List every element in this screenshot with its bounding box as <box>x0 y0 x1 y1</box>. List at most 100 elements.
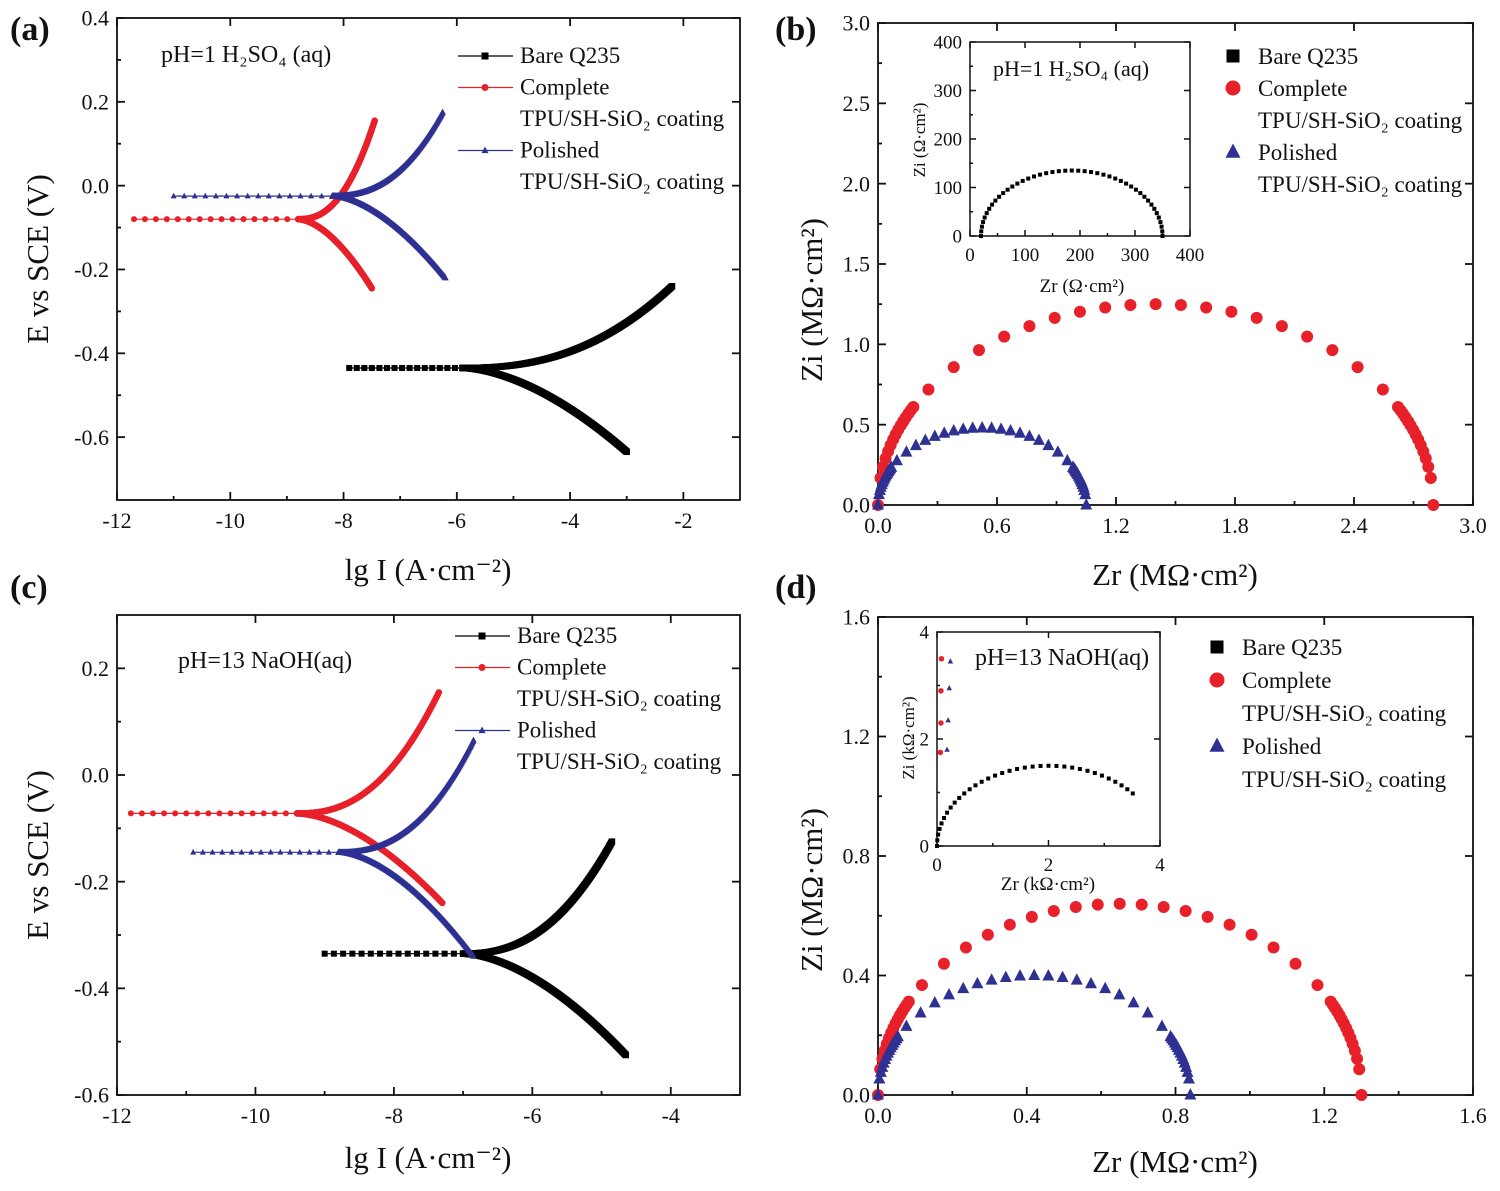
data-point <box>1152 206 1157 211</box>
data-point <box>423 950 430 957</box>
data-point <box>1160 229 1165 234</box>
data-point <box>981 928 994 941</box>
data-point <box>190 848 197 855</box>
data-point <box>1032 174 1037 179</box>
data-point <box>948 805 953 810</box>
inset-series-triangle <box>944 658 954 752</box>
legend-label: Complete <box>1258 76 1347 101</box>
data-point <box>922 383 935 396</box>
data-point <box>900 445 913 457</box>
series-circle <box>872 298 1440 511</box>
data-point <box>287 848 294 855</box>
y-axis-label: Zi (MΩ·cm²) <box>794 808 829 972</box>
y-tick-label: 400 <box>934 33 963 54</box>
data-point <box>1015 181 1020 186</box>
legend-label: Bare Q235 <box>1258 44 1358 69</box>
data-point <box>1127 995 1140 1008</box>
panel-a: -12 -10 -8 -6 -4 -2 -0.6 -0.4 -0.2 0.0 0.2 0.4 lg I … <box>10 6 741 587</box>
data-point <box>1424 471 1437 484</box>
x-tick-label: -12 <box>102 1103 131 1128</box>
data-point <box>962 791 967 796</box>
data-point <box>938 656 945 662</box>
x-tick-label: -8 <box>334 508 352 533</box>
data-point <box>1160 234 1165 238</box>
data-point <box>202 192 209 199</box>
data-point <box>219 848 226 855</box>
data-point <box>1201 910 1214 923</box>
data-point <box>413 950 420 957</box>
series-triangle <box>872 968 1197 1100</box>
data-point <box>358 950 365 957</box>
data-point <box>255 192 262 199</box>
x-tick-label: -10 <box>241 1103 270 1128</box>
series-triangle <box>170 108 449 281</box>
data-point <box>1326 344 1339 357</box>
legend-label: Polished <box>517 718 597 743</box>
data-point <box>1351 361 1364 374</box>
legend-marker <box>478 726 486 734</box>
legend-label: TPU/SH-SiO₂ coating <box>520 169 725 194</box>
data-point <box>1069 900 1082 913</box>
data-point <box>1091 898 1104 911</box>
data-point <box>939 821 944 826</box>
data-point <box>421 364 428 371</box>
data-point <box>1113 176 1118 181</box>
data-point <box>212 192 219 199</box>
data-point <box>1099 773 1104 778</box>
legend-label: TPU/SH-SiO₂ coating <box>517 749 722 774</box>
data-point <box>442 274 449 281</box>
y-tick-label: 3.0 <box>843 11 871 36</box>
data-point <box>966 421 979 433</box>
data-point <box>1032 433 1045 445</box>
data-point <box>1038 172 1043 177</box>
data-point <box>361 364 368 371</box>
data-point <box>1010 184 1015 189</box>
data-point <box>623 448 630 456</box>
legend-marker <box>1209 737 1225 752</box>
legend-label: TPU/SH-SiO₂ coating <box>1242 701 1447 726</box>
data-point <box>325 848 332 855</box>
data-point <box>979 779 984 784</box>
data-point <box>608 838 616 845</box>
data-point <box>194 810 201 817</box>
series-triangle <box>190 736 477 959</box>
data-point <box>1155 1019 1168 1031</box>
legend-marker <box>481 84 489 91</box>
data-point <box>967 787 972 792</box>
data-point <box>1046 763 1051 768</box>
data-point <box>928 995 941 1008</box>
data-point <box>353 364 360 371</box>
data-point <box>436 364 443 371</box>
y-tick-label: -0.2 <box>74 257 109 282</box>
x-tick-label: 100 <box>1011 245 1040 266</box>
series-triangle <box>872 421 1093 510</box>
data-point <box>228 848 235 855</box>
data-point <box>971 976 984 989</box>
data-point <box>386 950 393 957</box>
data-point <box>1119 783 1124 788</box>
data-point <box>1013 969 1026 981</box>
data-point <box>209 848 216 855</box>
panel-d: 0.0 0.4 0.8 1.2 1.6 0.0 0.4 0.8 1.2 1.6 0 2 4 0 2 4 Zr (… <box>775 569 1487 1179</box>
legend-marker <box>1225 80 1241 96</box>
data-point <box>1113 779 1118 784</box>
legend-label: TPU/SH-SiO₂ coating <box>1258 108 1463 133</box>
data-point <box>1124 181 1129 186</box>
data-point <box>207 216 214 223</box>
inset: 0 100 200 300 400 0 100 200 300 400 <box>934 33 1205 266</box>
x-tick-label: 2.4 <box>1340 513 1368 538</box>
data-point <box>1042 969 1055 981</box>
data-point <box>399 364 406 371</box>
data-point <box>1084 976 1097 989</box>
data-point <box>1062 764 1067 769</box>
y-tick-label: 0.2 <box>82 656 110 681</box>
data-point <box>435 689 443 696</box>
legend-label: TPU/SH-SiO₂ coating <box>517 686 722 711</box>
panel-label: (c) <box>10 569 48 606</box>
data-point <box>1427 499 1440 511</box>
data-point <box>1079 487 1092 500</box>
data-point <box>979 224 984 229</box>
data-point <box>1125 787 1130 792</box>
legend-label: Complete <box>1242 668 1331 693</box>
y-tick-label: 0.5 <box>843 412 871 437</box>
